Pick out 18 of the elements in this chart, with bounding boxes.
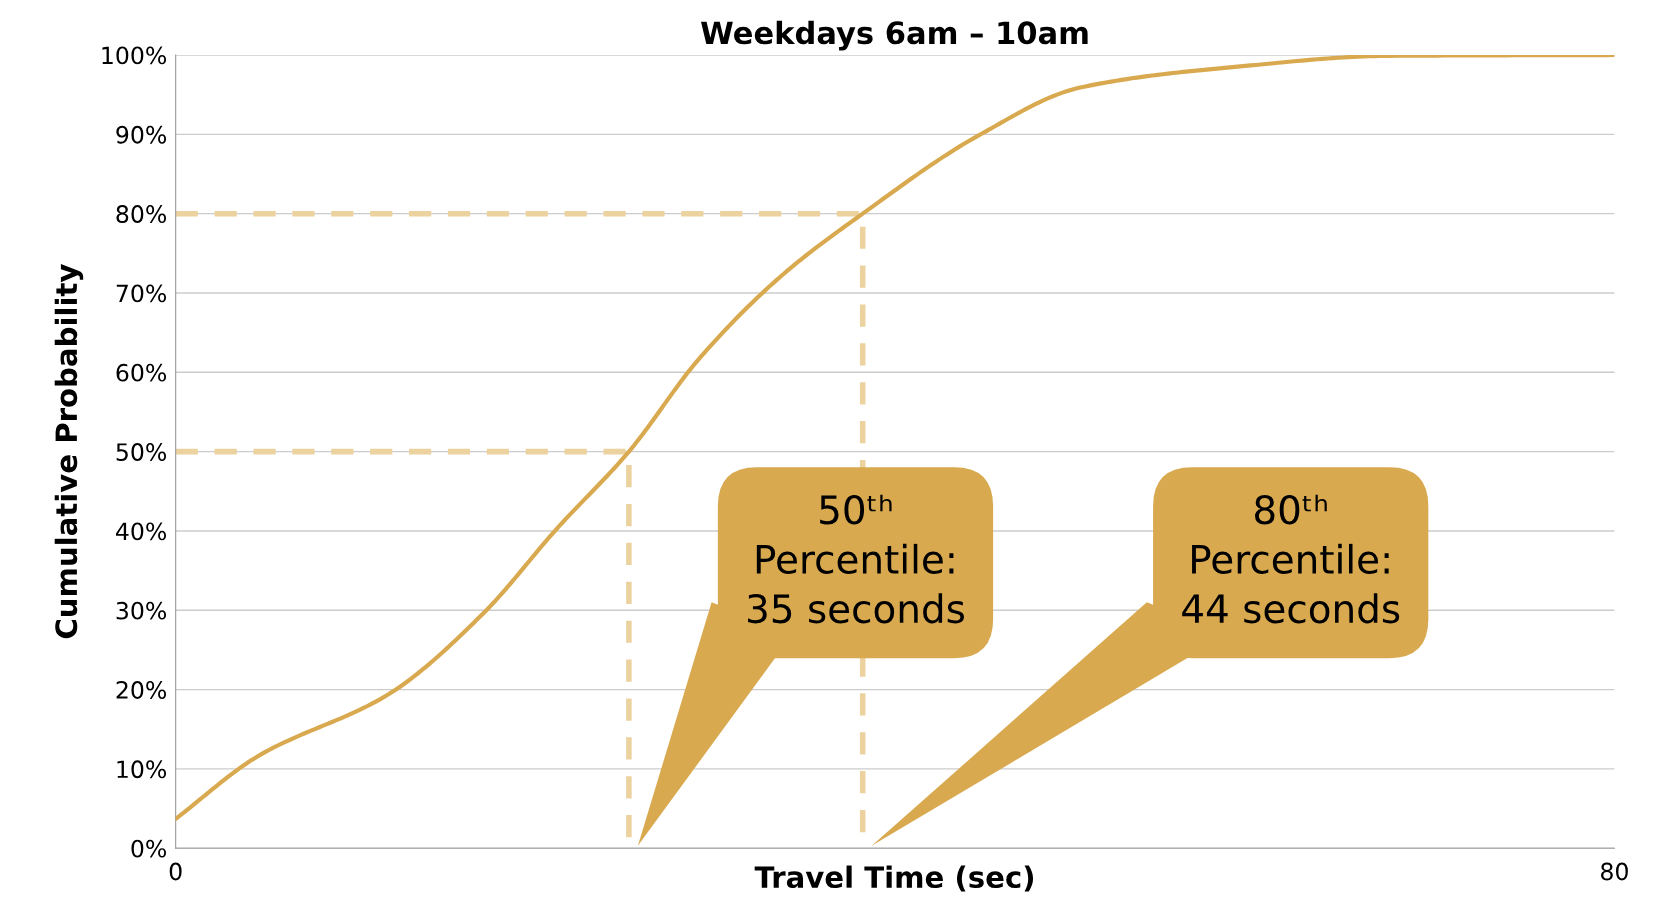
x-tick-label: 0 (169, 862, 182, 881)
x-tick-label: 80 (1601, 862, 1628, 881)
y-tick-label: 60% (116, 363, 167, 382)
y-tick-label: 70% (116, 284, 167, 303)
y-tick-label: 20% (116, 681, 167, 699)
chart-title: Weekdays 6am – 10am (701, 20, 1088, 51)
x-axis-title: Travel Time (sec) (754, 865, 1034, 892)
annotation: 50ᵗʰ Percentile: 35 seconds (748, 494, 964, 624)
y-tick-label: 90% (116, 125, 167, 144)
annotation: 80ᵗʰ Percentile: 44 seconds (1182, 494, 1400, 624)
y-tick-label: 100% (102, 46, 167, 65)
y-tick-label: 80% (116, 205, 167, 223)
y-tick-label: 10% (117, 760, 167, 779)
y-tick-label: 40% (116, 522, 167, 541)
y-tick-label: 50% (116, 443, 167, 461)
y-tick-label: 30% (116, 601, 167, 620)
y-axis-title: Cumulative Probability (54, 264, 84, 639)
y-tick-label: 0% (131, 839, 167, 858)
